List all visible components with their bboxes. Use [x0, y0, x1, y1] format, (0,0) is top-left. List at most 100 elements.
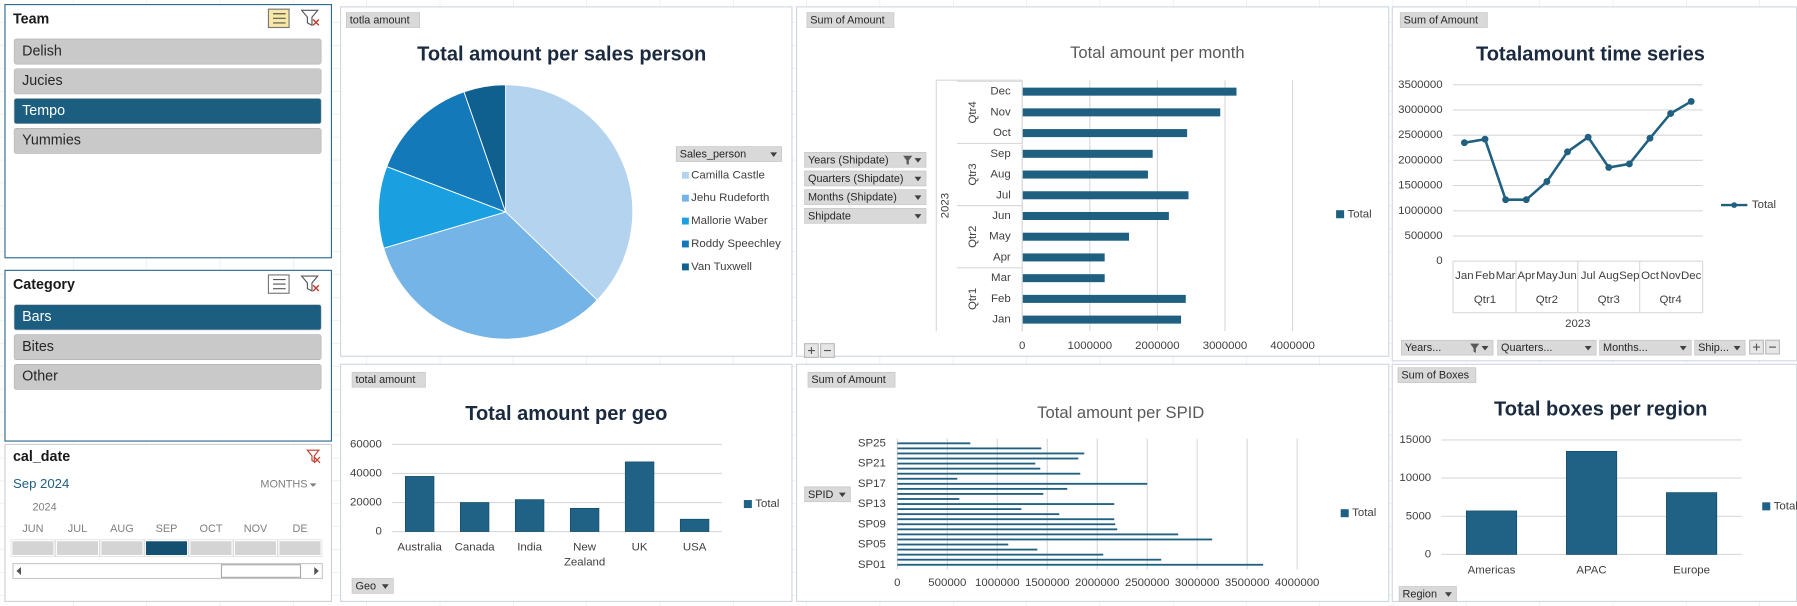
- slicer-item[interactable]: [13, 364, 322, 390]
- field-button[interactable]: [1694, 339, 1746, 356]
- field-button-label[interactable]: Sum of Amount: [810, 14, 884, 26]
- field-button[interactable]: [1397, 367, 1477, 383]
- field-button-label[interactable]: Ship...: [1698, 342, 1729, 354]
- x-tick-label: 3000000: [1203, 340, 1248, 352]
- slicer-item[interactable]: [13, 304, 322, 331]
- field-button-label[interactable]: Years...: [1405, 342, 1441, 354]
- field-button-label[interactable]: Quarters (Shipdate): [808, 173, 904, 185]
- expand-icon[interactable]: [1753, 343, 1760, 351]
- timeline-year: 2024: [32, 501, 56, 513]
- pie-slice: [383, 211, 598, 340]
- timeline-cell[interactable]: [144, 540, 189, 557]
- field-button-label[interactable]: Sum of Amount: [811, 374, 885, 386]
- group-label: Qtr3: [1598, 294, 1620, 306]
- x-tick-label: May: [1536, 270, 1558, 282]
- y-tick-label: 3000000: [1398, 104, 1443, 116]
- clear-filter-icon[interactable]: [306, 449, 321, 464]
- multiselect-lines[interactable]: [273, 13, 286, 24]
- field-button[interactable]: [807, 371, 896, 388]
- bar: [897, 518, 1115, 521]
- slicer-item-label[interactable]: Yummies: [22, 133, 81, 149]
- slicer-item-label[interactable]: Delish: [22, 43, 62, 59]
- bar: [1022, 191, 1189, 200]
- timeline-cell[interactable]: [189, 540, 233, 557]
- scroll-thumb[interactable]: [220, 564, 302, 578]
- field-button[interactable]: [351, 578, 394, 594]
- slicer-item-label[interactable]: Other: [22, 369, 58, 385]
- timeline-cell[interactable]: [55, 540, 100, 557]
- bar: [897, 498, 960, 500]
- clear-filter-x[interactable]: [312, 18, 320, 26]
- bar: [897, 528, 1118, 531]
- slicer-item[interactable]: [13, 98, 322, 125]
- field-button-label[interactable]: Months...: [1603, 342, 1648, 354]
- slicer-item-label[interactable]: Tempo: [22, 103, 65, 119]
- field-button-label[interactable]: Shipdate: [808, 210, 851, 222]
- field-button[interactable]: [675, 146, 782, 162]
- timeline-month: JUN: [22, 523, 43, 535]
- slicer-item[interactable]: [13, 128, 322, 154]
- clear-filter-icon[interactable]: [300, 9, 319, 27]
- x-tick-label: 2000000: [1135, 340, 1180, 352]
- bar: [1022, 108, 1221, 117]
- field-button[interactable]: [804, 189, 927, 205]
- marker: [1543, 178, 1551, 185]
- field-button[interactable]: [1399, 12, 1488, 28]
- slicer-item[interactable]: [13, 68, 322, 95]
- slicer-item[interactable]: [13, 334, 322, 360]
- field-button-label[interactable]: total amount: [356, 374, 416, 386]
- legend-label: Total: [1348, 208, 1372, 220]
- legend-swatch: [681, 263, 689, 271]
- filter-icon: [903, 155, 913, 165]
- field-button[interactable]: [345, 12, 421, 28]
- field-button-label[interactable]: SPID: [808, 489, 834, 501]
- timeline-cell[interactable]: [233, 540, 278, 557]
- field-button[interactable]: [804, 170, 927, 187]
- field-button-label[interactable]: totla amount: [350, 14, 410, 26]
- multiselect-lines[interactable]: [273, 278, 286, 290]
- marker: [1584, 133, 1592, 141]
- clear-filter-x[interactable]: [312, 284, 320, 292]
- legend-swatch: [1762, 502, 1771, 511]
- field-button[interactable]: [1497, 339, 1597, 356]
- field-button-label[interactable]: Region: [1403, 588, 1437, 600]
- field-button[interactable]: [351, 371, 426, 388]
- field-button[interactable]: [804, 486, 851, 503]
- field-button[interactable]: [806, 12, 895, 28]
- bar: [897, 523, 1116, 526]
- slicer-item[interactable]: [13, 38, 322, 65]
- field-button-label[interactable]: Sum of Boxes: [1401, 370, 1469, 382]
- bar: [1022, 315, 1182, 324]
- expand-icon[interactable]: [808, 347, 815, 354]
- bar: [897, 477, 958, 480]
- field-button-label[interactable]: Years (Shipdate): [808, 154, 889, 166]
- field-button-label[interactable]: Sum of Amount: [1404, 14, 1478, 26]
- pie-slice: [386, 91, 507, 213]
- y-tick-label: 1000000: [1398, 205, 1443, 217]
- timeline-cell[interactable]: [100, 540, 144, 557]
- field-button-label[interactable]: Months (Shipdate): [808, 192, 897, 204]
- multiselect-icon[interactable]: [267, 274, 290, 294]
- slicer-item-label[interactable]: Bites: [22, 339, 54, 355]
- legend-marker: [1731, 202, 1738, 208]
- timeline-level[interactable]: MONTHS: [260, 478, 307, 490]
- clear-filter-icon[interactable]: [300, 275, 319, 292]
- field-button[interactable]: [1398, 586, 1457, 602]
- x-tick-label: Jan: [1455, 270, 1473, 282]
- field-button[interactable]: [804, 152, 927, 168]
- field-button[interactable]: [804, 208, 927, 224]
- slicer-item-label[interactable]: Bars: [22, 309, 51, 325]
- y-tick-label: SP09: [858, 518, 886, 530]
- timeline-cell[interactable]: [11, 540, 55, 557]
- timeline-month: DE: [292, 523, 307, 535]
- panel: [1391, 6, 1797, 362]
- field-button-label[interactable]: Geo: [356, 580, 377, 592]
- slicer-item-label[interactable]: Jucies: [22, 73, 63, 89]
- field-button[interactable]: [1401, 339, 1494, 356]
- timeline-cell[interactable]: [278, 540, 322, 557]
- chart-title: Total boxes per region: [1494, 398, 1707, 420]
- field-button-label[interactable]: Sales_person: [680, 149, 747, 161]
- field-button-label[interactable]: Quarters...: [1501, 342, 1552, 354]
- field-button[interactable]: [1599, 339, 1692, 356]
- legend-swatch: [681, 194, 689, 202]
